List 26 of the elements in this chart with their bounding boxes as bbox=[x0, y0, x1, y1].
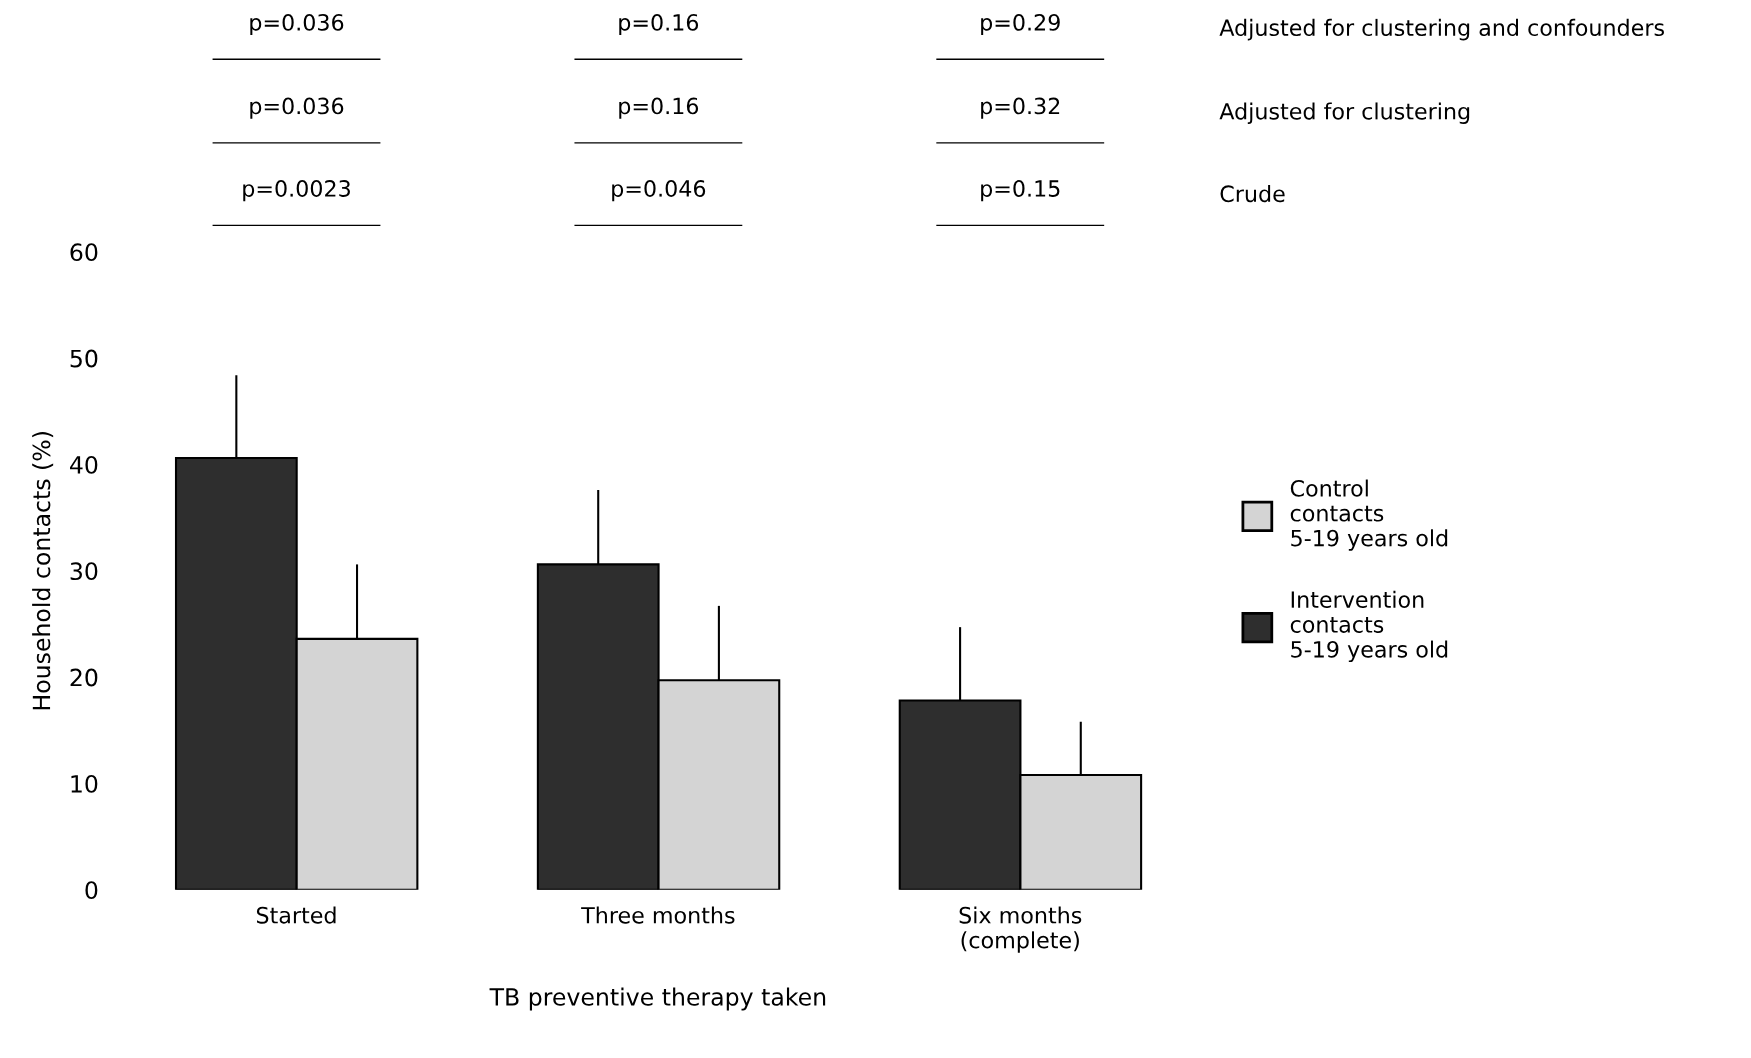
text: Adjusted for clustering and confounders bbox=[1219, 18, 1664, 41]
y-tick-label: 20 bbox=[70, 668, 98, 687]
x-tick-label: Started bbox=[256, 906, 336, 924]
y-tick-label: 10 bbox=[71, 774, 98, 793]
text: p=0.0023 bbox=[243, 180, 350, 202]
text: Crude bbox=[1220, 184, 1285, 203]
text: p=0.29 bbox=[981, 13, 1060, 36]
text: p=0.046 bbox=[612, 180, 706, 202]
text: p=0.16 bbox=[619, 13, 699, 36]
text: p=0.036 bbox=[250, 97, 344, 119]
y-tick-label: 50 bbox=[70, 349, 98, 368]
y-tick-label: 60 bbox=[70, 243, 98, 262]
legend-label: Intervention contacts 5-19 years old bbox=[1290, 590, 1448, 663]
y-tick-label: 30 bbox=[70, 562, 98, 581]
text: p=0.036 bbox=[250, 13, 344, 36]
y-tick-label: 0 bbox=[85, 881, 98, 900]
y-tick-label: 40 bbox=[70, 455, 98, 474]
x-tick-label: Six months (complete) bbox=[959, 906, 1082, 953]
legend-label: Control contacts 5-19 years old bbox=[1290, 479, 1448, 551]
x-tick-label: Three months bbox=[581, 906, 735, 924]
y-axis-title: Household contacts (%) bbox=[32, 432, 54, 710]
text: p=0.16 bbox=[619, 97, 699, 119]
text: p=0.15 bbox=[981, 180, 1060, 202]
x-axis-title: TB preventive therapy taken bbox=[489, 987, 826, 1011]
text: Adjusted for clustering bbox=[1219, 102, 1470, 124]
text: p=0.32 bbox=[981, 97, 1060, 119]
